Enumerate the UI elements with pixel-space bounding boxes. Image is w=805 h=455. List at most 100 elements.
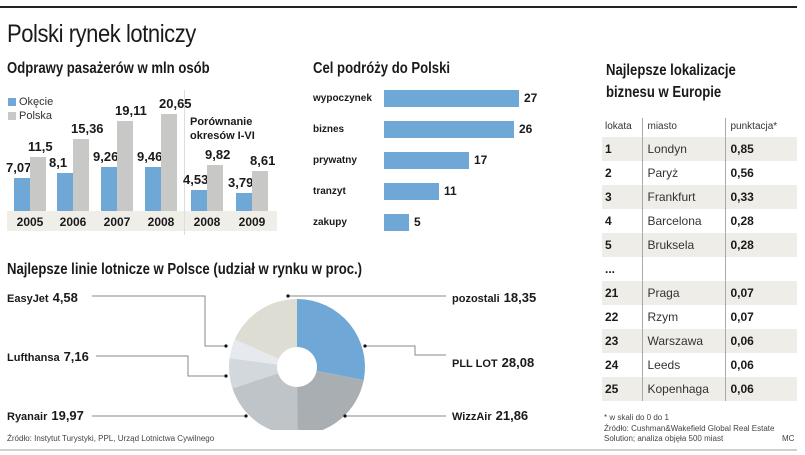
x-tick-label: 2008 xyxy=(147,215,175,229)
slice-name: PLL LOT xyxy=(452,358,498,370)
x-tick-label: 2007 xyxy=(103,215,131,229)
table-header: lokata miasto punktacja* xyxy=(602,118,797,137)
slice-label-easyjet: EasyJet 4,58 xyxy=(7,290,78,305)
table-row: ... xyxy=(602,257,797,281)
slice-value: 21,86 xyxy=(495,408,529,423)
hbar-value-label: 27 xyxy=(524,91,538,105)
leader-dot xyxy=(363,344,367,348)
bar-value-label: 4,53 xyxy=(183,171,209,187)
table-row: 3 Frankfurt 0,33 xyxy=(602,185,797,209)
category-band xyxy=(7,211,277,231)
bar-okecie xyxy=(236,193,252,211)
bar-value-label: 11,5 xyxy=(28,138,53,154)
hbar xyxy=(384,214,409,231)
bar-value-label: 3,79 xyxy=(228,175,254,191)
cell-rank: 5 xyxy=(602,233,642,257)
table-row: 22 Rzym 0,07 xyxy=(602,305,797,329)
donut-slice-pozostali xyxy=(234,299,297,359)
cell-score: 0,06 xyxy=(724,329,797,353)
hbar-value-label: 5 xyxy=(414,215,421,229)
category-label: wypoczynek xyxy=(313,93,372,104)
bar-value-label: 7,07 xyxy=(6,159,32,175)
slice-label-pll-lot: PLL LOT 28,08 xyxy=(452,355,534,370)
category-label: zakupy xyxy=(313,217,347,228)
leader-line xyxy=(365,345,446,356)
leader-dot xyxy=(244,414,248,418)
cell-city: Rzym xyxy=(641,305,725,329)
title-line: Najlepsze lokalizacje xyxy=(606,62,736,79)
category-label: biznes xyxy=(313,124,345,135)
slice-value: 19,97 xyxy=(51,408,84,423)
bar-value-label: 8,1 xyxy=(49,154,68,170)
locations-source-line: Solution; analiza objęła 500 miast xyxy=(604,434,724,443)
cell-city: Praga xyxy=(641,281,725,305)
x-tick-label: 2009 xyxy=(238,215,266,229)
bottom-rule xyxy=(0,449,797,451)
leader-dot xyxy=(343,414,347,418)
leader-dot xyxy=(224,374,228,378)
hbar xyxy=(384,152,469,169)
category-label: tranzyt xyxy=(313,186,346,197)
cell-rank: 21 xyxy=(602,281,642,305)
annotation-line: okresów I-VI xyxy=(190,130,255,142)
table-row: 5 Bruksela 0,28 xyxy=(602,233,797,257)
cell-score: 0,07 xyxy=(724,305,797,329)
x-tick-label: 2008 xyxy=(193,215,221,229)
category-label: prywatny xyxy=(313,155,357,166)
cell-score: 0,56 xyxy=(724,161,797,185)
bar-polska xyxy=(30,156,46,211)
bar-polska xyxy=(117,121,133,211)
cell-city: Paryż xyxy=(641,161,725,185)
cell-city: Londyn xyxy=(641,137,725,161)
cell-city: Barcelona xyxy=(641,209,725,233)
cell-score: 0,07 xyxy=(724,281,797,305)
table-row: 2 Paryż 0,56 xyxy=(602,161,797,185)
hbar-value-label: 17 xyxy=(474,153,488,167)
cell-rank: 22 xyxy=(605,310,619,324)
bar-okecie xyxy=(14,177,30,211)
passengers-chart-title: Odprawy pasażerów w mln osób xyxy=(7,60,210,77)
bar-value-label: 9,46 xyxy=(137,148,163,164)
bar-value-label: 20,65 xyxy=(159,95,192,111)
top-rule xyxy=(0,6,797,8)
cell-rank: 1 xyxy=(602,137,642,161)
bar-polska xyxy=(207,164,223,211)
table-row: 1 Londyn 0,85 xyxy=(602,137,797,161)
slice-name: pozostali xyxy=(452,293,500,305)
cell-score: 0,06 xyxy=(724,377,797,401)
column-header-rank: lokata xyxy=(605,121,632,132)
slice-label-ryanair: Ryanair 19,97 xyxy=(7,408,84,423)
legend-swatch-okecie xyxy=(8,98,16,106)
table-row: 4 Barcelona 0,28 xyxy=(602,209,797,233)
donut-slice-ryanair xyxy=(232,373,298,430)
locations-source-line: Źródło: Cushman&Wakefield Global Real Es… xyxy=(604,424,775,433)
hbar-value-label: 11 xyxy=(444,184,457,198)
slice-label-wizzair: WizzAir 21,86 xyxy=(452,408,528,423)
bar-value-label: 19,11 xyxy=(115,103,147,119)
cell-city: Warszawa xyxy=(641,329,725,353)
legend-item-polska: Polska xyxy=(8,110,53,122)
legend-item-okecie: Okęcie xyxy=(8,96,53,108)
leader-dot xyxy=(286,294,290,298)
donut-slice-easyjet xyxy=(229,339,279,365)
slice-value: 4,58 xyxy=(52,290,78,305)
bar-polska xyxy=(161,113,177,211)
leader-line xyxy=(96,355,226,377)
bar-polska xyxy=(252,170,268,211)
slice-value: 18,35 xyxy=(503,290,537,305)
airlines-donut xyxy=(92,294,446,430)
column-header-score: punktacja* xyxy=(724,118,797,137)
table-row: 21 Praga 0,07 xyxy=(602,281,797,305)
cell-rank: 25 xyxy=(602,377,642,401)
bar-value-label: 9,26 xyxy=(93,149,119,165)
hbar xyxy=(384,121,514,138)
page-title: Polski rynek lotniczy xyxy=(7,20,196,48)
leader-line xyxy=(92,295,226,347)
travel-purpose-title: Cel podróży do Polski xyxy=(313,60,451,77)
x-tick-label: 2005 xyxy=(16,215,44,229)
slice-label-pozostali: pozostali 18,35 xyxy=(452,290,536,305)
column-header-city: miasto xyxy=(641,118,725,137)
cell-score: 0,33 xyxy=(724,185,797,209)
slice-name: WizzAir xyxy=(452,411,492,423)
locations-footnote: * w skali do 0 do 1 xyxy=(604,413,669,422)
